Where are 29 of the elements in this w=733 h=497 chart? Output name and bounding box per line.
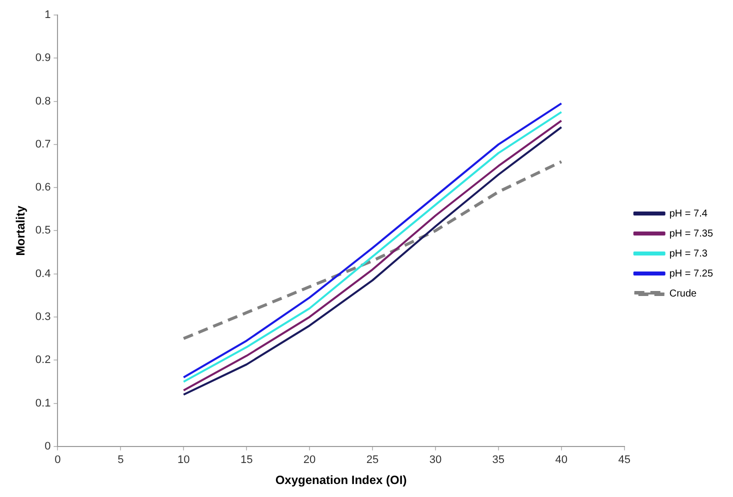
y-tick-label: 0.9 bbox=[35, 52, 51, 64]
y-tick-label: 0.8 bbox=[35, 95, 51, 108]
y-tick-label: 0.1 bbox=[35, 397, 51, 410]
y-tick-label: 1 bbox=[44, 9, 51, 22]
y-tick-label: 0.7 bbox=[35, 138, 51, 150]
y-axis-title: Mortality bbox=[14, 205, 28, 256]
legend-label: pH = 7.25 bbox=[669, 268, 714, 280]
x-tick-label: 5 bbox=[118, 454, 124, 466]
x-axis-title: Oxygenation Index (OI) bbox=[275, 473, 407, 488]
line-series bbox=[182, 160, 563, 340]
x-tick-label: 45 bbox=[618, 454, 630, 466]
x-tick-label: 20 bbox=[303, 454, 316, 466]
y-tick-label: 0.6 bbox=[35, 182, 51, 194]
y-tick-label: 0.5 bbox=[35, 224, 51, 237]
x-tick-label: 25 bbox=[366, 454, 379, 466]
x-tick-label: 10 bbox=[177, 454, 190, 466]
y-tick-label: 0.2 bbox=[35, 354, 51, 366]
y-tick-label: 0 bbox=[44, 440, 51, 452]
x-tick-label: 30 bbox=[429, 454, 442, 466]
x-tick-label: 0 bbox=[54, 454, 61, 466]
legend-label: pH = 7.3 bbox=[669, 248, 708, 260]
y-tick-label: 0.4 bbox=[35, 268, 51, 280]
x-tick-label: 15 bbox=[240, 454, 253, 466]
y-tick-label: 0.3 bbox=[35, 311, 51, 324]
x-tick-label: 40 bbox=[555, 454, 568, 466]
x-tick-label: 35 bbox=[492, 454, 505, 466]
legend-label: pH = 7.35 bbox=[669, 228, 714, 240]
legend-label: Crude bbox=[669, 288, 698, 300]
legend-label: pH = 7.4 bbox=[669, 208, 708, 220]
